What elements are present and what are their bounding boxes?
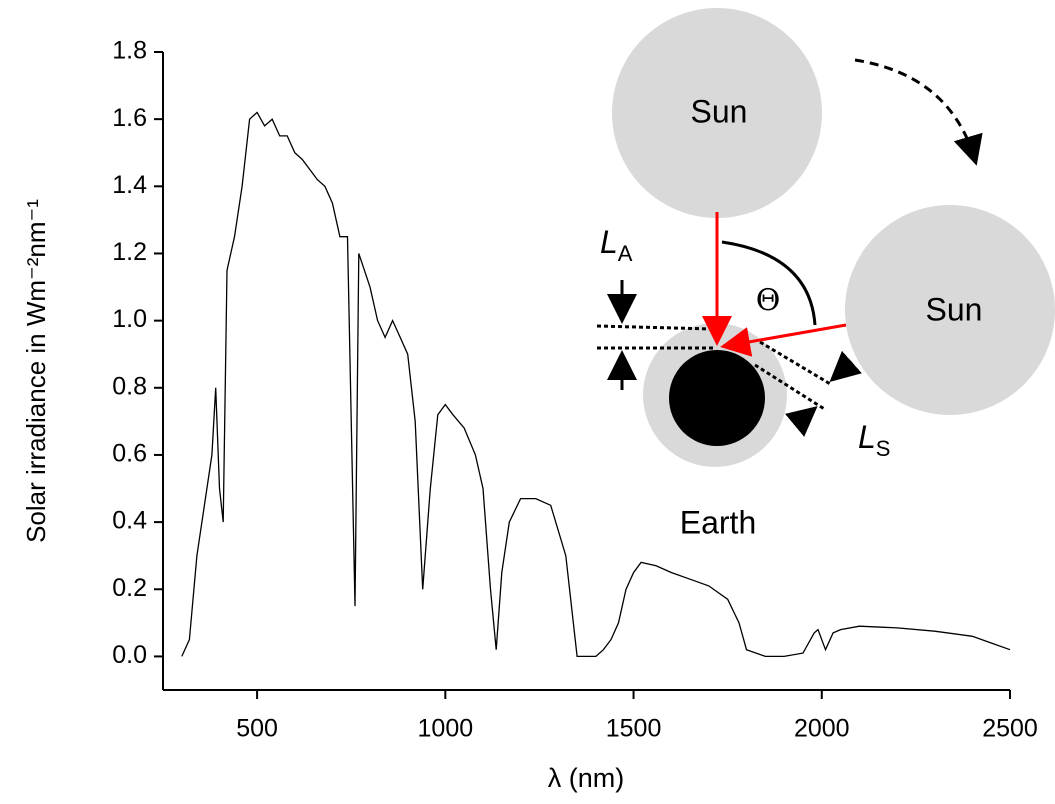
x-tick-label: 1500 xyxy=(606,715,662,743)
motion-arrow xyxy=(854,58,983,166)
y-tick-label: 1.6 xyxy=(112,104,147,132)
annotation: Earth xyxy=(680,504,756,540)
annotation: LS xyxy=(858,419,890,460)
annotation: Sun xyxy=(926,291,983,327)
y-tick-label: 0.0 xyxy=(112,641,147,669)
annotation-sub: S xyxy=(876,436,891,461)
diagram: Sun Sun Earth Θ LA LS xyxy=(596,8,1055,540)
path-line xyxy=(596,324,714,331)
x-tick-label: 500 xyxy=(236,715,278,743)
y-tick-label: 1.0 xyxy=(112,305,147,333)
sun-circle xyxy=(612,8,822,218)
y-tick-label: 0.8 xyxy=(112,372,147,400)
annotation: LA xyxy=(600,224,633,265)
y-tick-label: 0.2 xyxy=(112,574,147,602)
angle-arc xyxy=(721,240,817,326)
y-tick-label: 0.4 xyxy=(112,507,147,535)
spectrum-line xyxy=(181,111,1011,658)
y-tick-label: 1.2 xyxy=(112,238,147,266)
x-tick-label: 2000 xyxy=(794,715,850,743)
x-axis-label: λ (nm) xyxy=(548,763,625,793)
x-tick-label: 1000 xyxy=(418,715,474,743)
x-tick-label: 2500 xyxy=(982,715,1038,743)
annotation: Sun xyxy=(691,93,748,129)
arrow xyxy=(829,350,862,382)
path-line xyxy=(754,363,827,412)
annotation: Θ xyxy=(756,283,781,318)
ray xyxy=(720,323,847,357)
plot-area: 0.0 0.2 0.4 0.6 0.8 1.0 1.2 1.4 1.6 1.8 500 1000 150… xyxy=(112,37,1038,743)
annotation-main: L xyxy=(858,419,876,455)
y-tick-label: 1.8 xyxy=(112,37,147,65)
arrow xyxy=(784,406,818,437)
y-tick-label: 0.6 xyxy=(112,440,147,468)
annotation-main: L xyxy=(600,224,618,260)
sun-circle xyxy=(845,205,1055,415)
y-axis-label: Solar irradiance in Wm⁻²nm⁻¹ xyxy=(21,199,51,543)
y-tick-label: 1.4 xyxy=(112,171,147,199)
annotation-sub: A xyxy=(618,241,633,266)
earth xyxy=(669,350,765,446)
